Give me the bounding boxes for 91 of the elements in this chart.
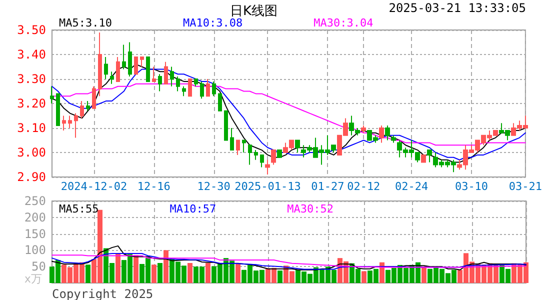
candlestick <box>50 86 54 104</box>
candlestick <box>68 115 72 128</box>
candlestick <box>242 140 246 153</box>
text: MA30:3.04 <box>314 16 374 30</box>
candlestick <box>92 86 96 109</box>
candlestick <box>218 93 222 112</box>
bar <box>164 250 168 283</box>
bar <box>134 255 138 283</box>
candlestick <box>74 112 78 138</box>
candlestick <box>122 44 126 70</box>
y-axis-title: x万 <box>24 272 42 286</box>
candlestick <box>98 32 102 97</box>
y-tick-label: 3.10 <box>17 121 46 135</box>
bar <box>152 264 156 283</box>
candlestick <box>224 110 228 141</box>
text: 2025-03-21 13:33:05 <box>388 1 526 15</box>
x-tick-label: 12-30 <box>197 180 230 193</box>
chart-title: 日K线图 <box>230 4 278 19</box>
candlestick <box>277 150 282 158</box>
y-tick-label: 3.30 <box>17 72 46 86</box>
candlestick <box>385 125 390 141</box>
candlestick <box>200 80 204 100</box>
x-tick-label: 03-10 <box>454 180 488 193</box>
bar <box>278 270 282 283</box>
candlestick <box>212 80 216 97</box>
x-tick-label: 2025-01-13 <box>234 180 301 193</box>
bar <box>380 262 384 283</box>
line-series <box>52 245 526 270</box>
candlestick <box>271 150 276 166</box>
candlestick <box>134 56 138 75</box>
candlestick <box>182 86 186 97</box>
candlestick <box>140 56 144 68</box>
text: MA5:55 <box>59 202 99 216</box>
candlestick <box>361 125 366 134</box>
y-tick-label: 100 <box>24 243 46 258</box>
candlestick <box>391 134 396 144</box>
candlestick <box>427 150 432 163</box>
bar <box>206 262 210 283</box>
candlestick <box>170 66 174 87</box>
text: MA30:52 <box>287 202 334 216</box>
bar <box>236 264 240 283</box>
candlestick <box>110 71 114 84</box>
bar <box>362 271 366 283</box>
bar <box>116 253 120 283</box>
candlestick <box>254 150 258 160</box>
candlestick <box>421 154 426 163</box>
candlestick <box>128 42 132 78</box>
y-tick-label: 200 <box>24 210 46 224</box>
y-tick-label: 2.90 <box>17 170 46 184</box>
line-series <box>52 83 526 146</box>
x-tick-label: 2024-12-02 <box>60 180 128 193</box>
candlestick <box>265 159 270 176</box>
candlestick <box>146 56 150 82</box>
y-tick-label: 250 <box>24 194 46 208</box>
candlestick <box>230 128 234 151</box>
candlestick <box>104 56 108 80</box>
candlestick <box>295 140 300 153</box>
candlestick <box>116 56 120 82</box>
y-tick-label: 150 <box>24 226 46 241</box>
candlestick <box>152 66 156 82</box>
candlestick <box>158 74 162 92</box>
candlestick <box>206 78 210 97</box>
bar <box>188 262 192 283</box>
y-tick-label: 50 <box>32 260 46 274</box>
candlestick <box>62 115 66 131</box>
candlestick <box>248 144 252 166</box>
candlestick <box>379 125 384 144</box>
candlestick <box>176 76 180 92</box>
candlestick <box>194 78 198 87</box>
candlestick <box>164 61 168 84</box>
candlestick <box>188 78 192 97</box>
y-tick-label: 3.50 <box>17 23 46 37</box>
bar <box>158 262 162 283</box>
text: MA5:3.10 <box>59 16 112 30</box>
x-tick-label: 03-21 <box>508 180 542 193</box>
candlestick <box>56 93 60 126</box>
candlestick <box>86 100 90 112</box>
text: MA10:57 <box>170 202 216 216</box>
text: MA10:3.08 <box>182 16 243 30</box>
y-tick-label: 3.40 <box>17 48 46 62</box>
x-tick-label: 01-27 <box>311 180 344 193</box>
candlestick <box>236 140 240 156</box>
x-tick-label: 02-12 <box>347 180 380 193</box>
candlestick <box>260 154 264 168</box>
x-tick-label: 02-24 <box>395 180 429 193</box>
y-tick-label: 3.00 <box>17 146 46 160</box>
bar <box>86 264 90 283</box>
candlestick <box>80 100 84 119</box>
bar <box>422 266 426 283</box>
y-tick-label: 3.20 <box>17 96 46 110</box>
x-tick-label: 12-16 <box>137 180 170 193</box>
